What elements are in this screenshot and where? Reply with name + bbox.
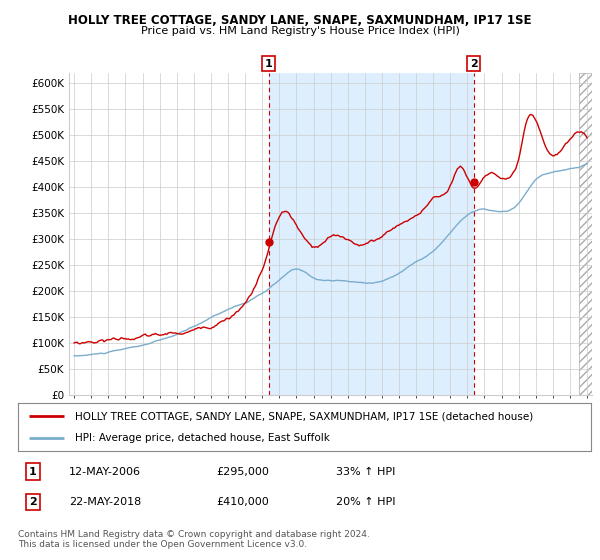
Text: HOLLY TREE COTTAGE, SANDY LANE, SNAPE, SAXMUNDHAM, IP17 1SE (detached house): HOLLY TREE COTTAGE, SANDY LANE, SNAPE, S…: [76, 411, 533, 421]
Text: £295,000: £295,000: [216, 466, 269, 477]
Text: 2: 2: [470, 59, 478, 69]
Text: 2: 2: [29, 497, 37, 507]
Text: This data is licensed under the Open Government Licence v3.0.: This data is licensed under the Open Gov…: [18, 540, 307, 549]
Text: 33% ↑ HPI: 33% ↑ HPI: [336, 466, 395, 477]
Text: 22-MAY-2018: 22-MAY-2018: [69, 497, 141, 507]
Text: 1: 1: [265, 59, 272, 69]
Text: 12-MAY-2006: 12-MAY-2006: [69, 466, 141, 477]
Text: 1: 1: [29, 466, 37, 477]
Text: Contains HM Land Registry data © Crown copyright and database right 2024.: Contains HM Land Registry data © Crown c…: [18, 530, 370, 539]
Text: HOLLY TREE COTTAGE, SANDY LANE, SNAPE, SAXMUNDHAM, IP17 1SE: HOLLY TREE COTTAGE, SANDY LANE, SNAPE, S…: [68, 14, 532, 27]
Text: Price paid vs. HM Land Registry's House Price Index (HPI): Price paid vs. HM Land Registry's House …: [140, 26, 460, 36]
Text: £410,000: £410,000: [216, 497, 269, 507]
Bar: [269, 73, 474, 395]
Bar: [578, 73, 592, 395]
Text: 20% ↑ HPI: 20% ↑ HPI: [336, 497, 395, 507]
Text: HPI: Average price, detached house, East Suffolk: HPI: Average price, detached house, East…: [76, 433, 330, 443]
